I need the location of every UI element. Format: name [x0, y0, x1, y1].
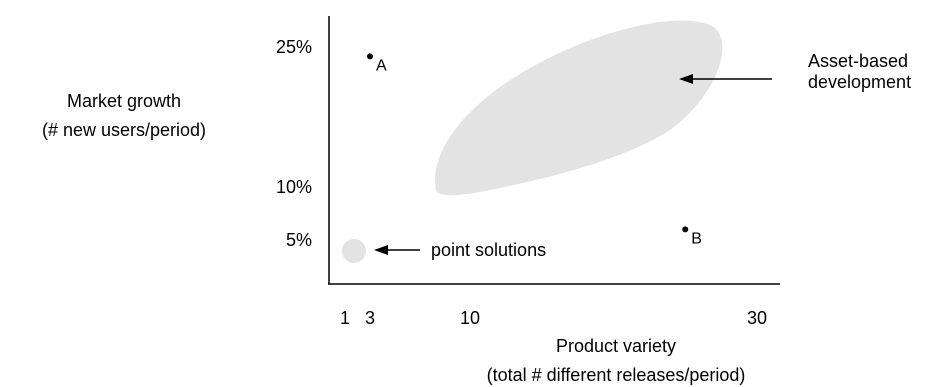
y-tick-label-2: 25% — [276, 37, 312, 57]
y-tick-labels: 5% 10% 25% — [276, 37, 312, 250]
point-label-a: A — [376, 57, 387, 74]
point-solutions-annotation: point solutions — [431, 240, 546, 260]
region-asset-based-development — [435, 20, 723, 196]
regions-layer — [342, 20, 723, 263]
x-tick-label-0: 1 — [340, 308, 350, 328]
y-tick-label-0: 5% — [286, 230, 312, 250]
asset-arrow — [679, 74, 772, 84]
x-axis-label-line-2: (total # different releases/period) — [487, 365, 746, 385]
y-axis-label-line-1: Market growth — [67, 91, 181, 111]
point-label-b: B — [691, 230, 702, 247]
point-b — [682, 226, 689, 233]
axes-layer — [328, 16, 780, 285]
point-solutions-arrow — [374, 245, 420, 255]
x-tick-label-3: 30 — [747, 308, 767, 328]
x-tick-label-1: 3 — [365, 308, 375, 328]
y-axis-label-line-2: (# new users/period) — [42, 120, 206, 140]
asset-annotation-line-1: Asset-based — [808, 51, 908, 71]
points-layer: AB — [367, 53, 702, 247]
x-tick-labels: 1 3 10 30 — [340, 308, 767, 328]
x-tick-label-2: 10 — [460, 308, 480, 328]
y-tick-label-1: 10% — [276, 177, 312, 197]
region-point-solutions — [342, 239, 366, 263]
asset-annotation-line-2: development — [808, 72, 911, 92]
x-axis-label-line-1: Product variety — [556, 336, 676, 356]
point-a — [367, 53, 373, 60]
